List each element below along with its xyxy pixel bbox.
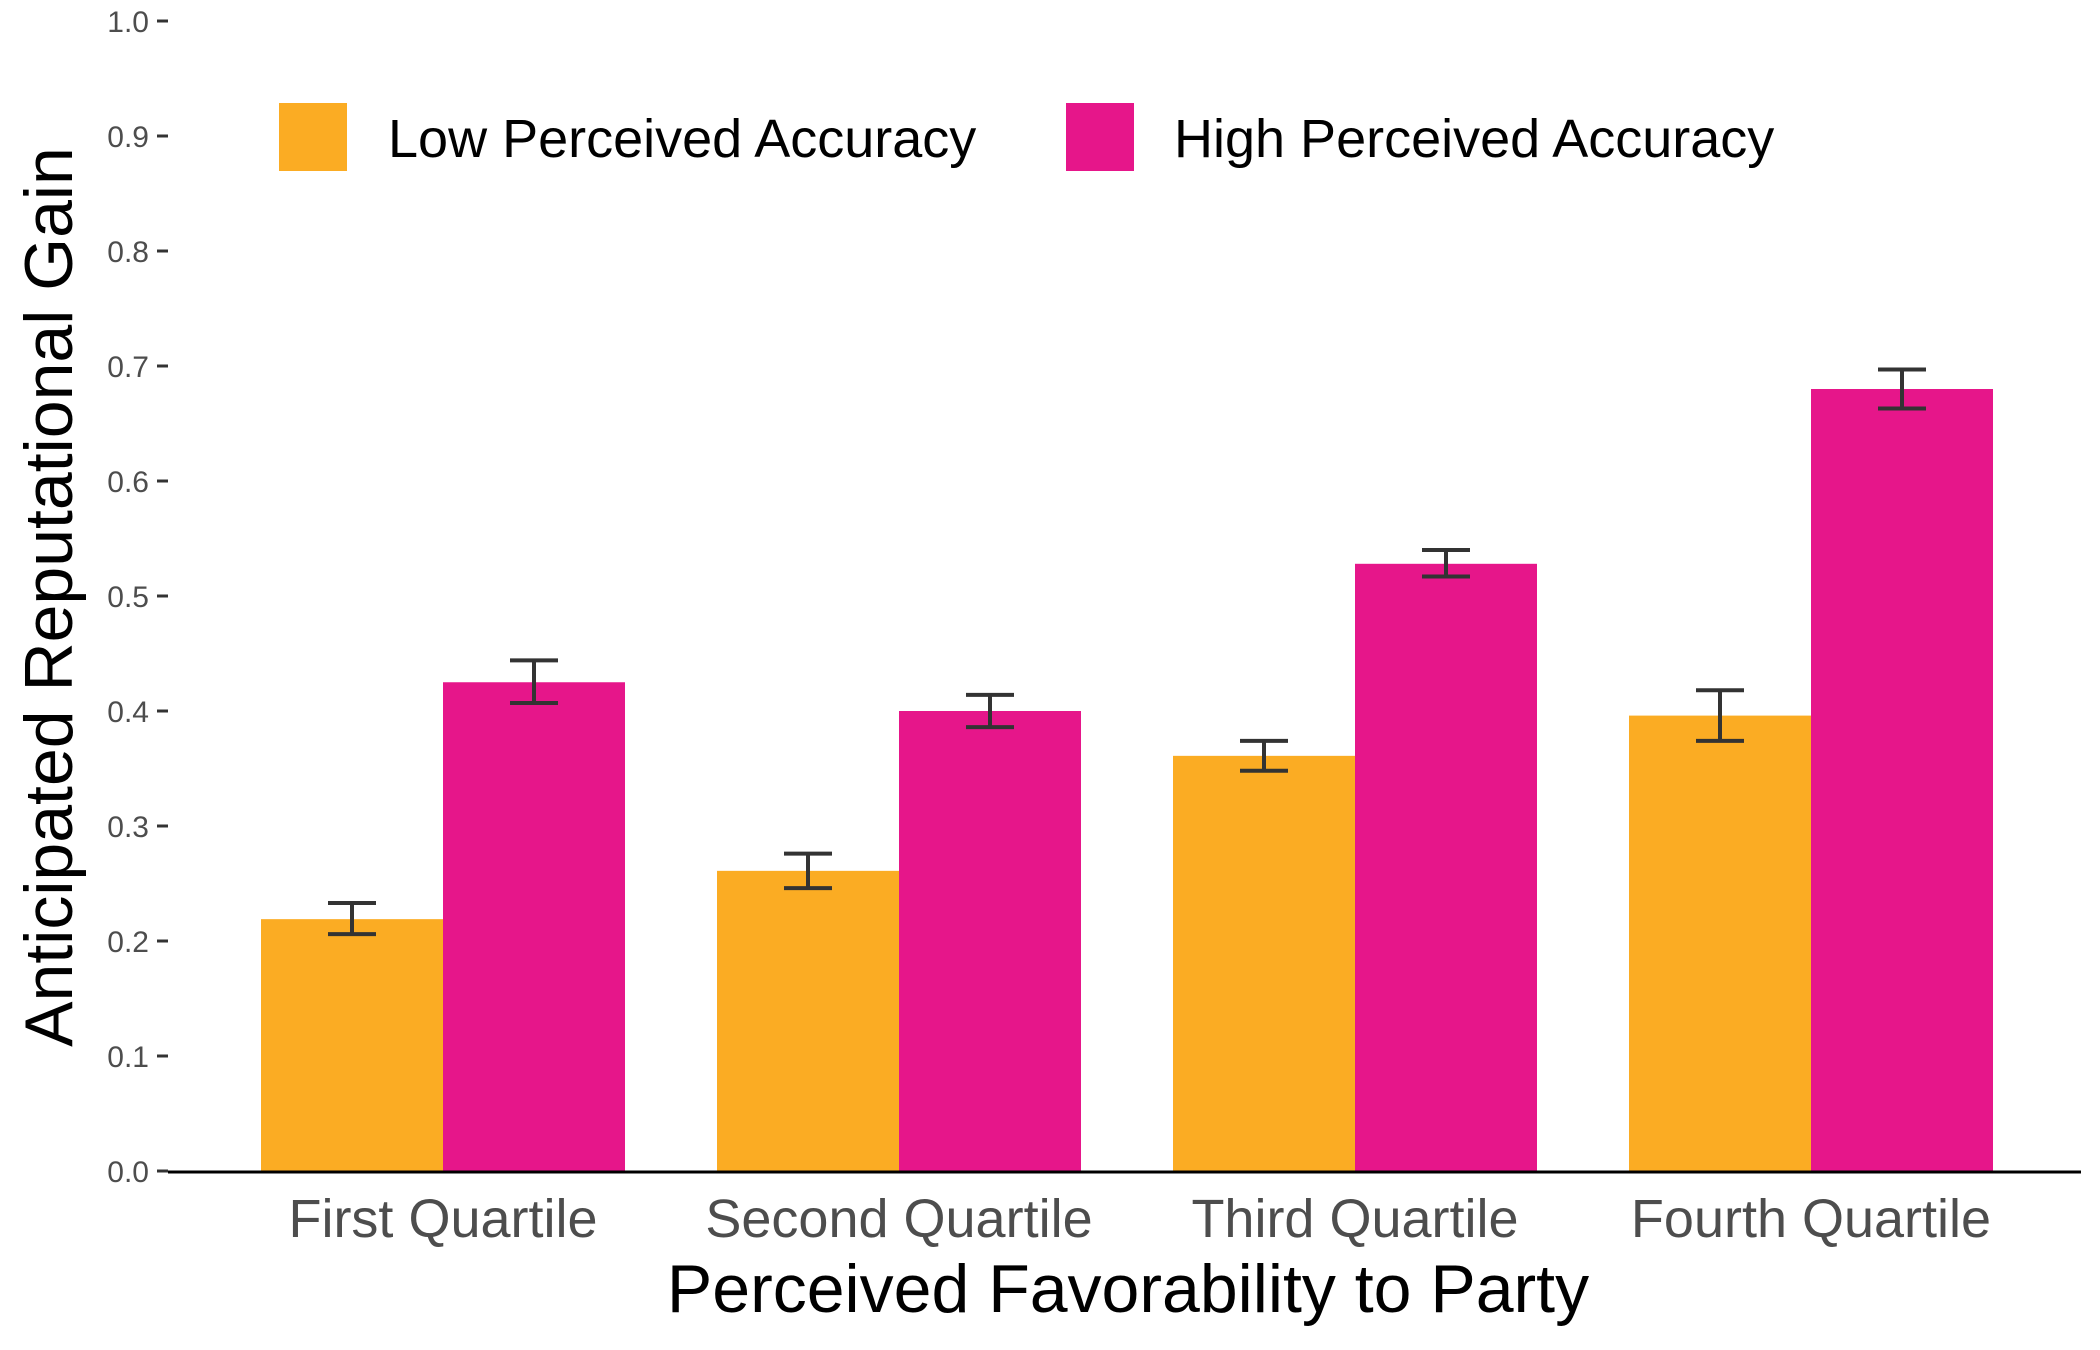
legend-label-low-perceived-accuracy: Low Perceived Accuracy	[388, 109, 976, 169]
y-tick-label: 0.8	[107, 236, 149, 269]
error-bar-fourth-quartile-high-perceived-accuracy	[1878, 367, 1926, 411]
error-bar-second-quartile-high-perceived-accuracy	[966, 692, 1014, 730]
error-bar-third-quartile-high-perceived-accuracy	[1422, 548, 1470, 579]
error-bar-second-quartile-low-perceived-accuracy	[784, 851, 832, 891]
y-tick-label: 0.2	[107, 926, 149, 959]
legend-swatch-low-perceived-accuracy	[279, 103, 347, 171]
y-tick-label: 0.1	[107, 1041, 149, 1074]
error-bar-first-quartile-low-perceived-accuracy	[328, 901, 376, 937]
bar-second-quartile-high-perceived-accuracy	[899, 711, 1081, 1171]
y-tick-label: 0.9	[107, 121, 149, 154]
bar-second-quartile-low-perceived-accuracy	[717, 870, 899, 1171]
x-tick-label-second-quartile: Second Quartile	[705, 1189, 1092, 1249]
bar-third-quartile-high-perceived-accuracy	[1355, 563, 1537, 1171]
legend-swatch-high-perceived-accuracy	[1066, 103, 1134, 171]
error-bar-first-quartile-high-perceived-accuracy	[510, 658, 558, 705]
bar-fourth-quartile-low-perceived-accuracy	[1629, 715, 1811, 1171]
legend: Low Perceived Accuracy High Perceived Ac…	[279, 103, 1774, 171]
y-tick-label: 0.7	[107, 351, 149, 384]
bars	[261, 389, 1993, 1171]
x-tick-label-first-quartile: First Quartile	[288, 1189, 597, 1249]
y-tick-label: 0.4	[107, 696, 149, 729]
bar-fourth-quartile-high-perceived-accuracy	[1811, 389, 1993, 1171]
x-tick-label-third-quartile: Third Quartile	[1191, 1189, 1518, 1249]
legend-label-high-perceived-accuracy: High Perceived Accuracy	[1174, 109, 1774, 169]
y-axis: 0.0 0.1 0.2 0.3 0.4 0.5 0.6 0.7 0.8 0.9 1.0	[107, 6, 168, 1189]
y-tick-label: 0.0	[107, 1156, 149, 1189]
bar-third-quartile-low-perceived-accuracy	[1173, 755, 1355, 1171]
x-axis-title: Perceived Favorability to Party	[667, 1251, 1589, 1327]
y-tick-label: 0.6	[107, 466, 149, 499]
error-bars	[328, 367, 1926, 937]
y-tick-label: 0.3	[107, 811, 149, 844]
error-bar-fourth-quartile-low-perceived-accuracy	[1696, 688, 1744, 743]
x-axis-labels: First Quartile Second Quartile Third Quart…	[288, 1189, 1991, 1249]
bar-first-quartile-high-perceived-accuracy	[443, 682, 625, 1171]
y-tick-label: 0.5	[107, 581, 149, 614]
bar-first-quartile-low-perceived-accuracy	[261, 919, 443, 1171]
error-bar-third-quartile-low-perceived-accuracy	[1240, 738, 1288, 773]
x-tick-label-fourth-quartile: Fourth Quartile	[1631, 1189, 1991, 1249]
y-tick-label: 1.0	[107, 6, 149, 39]
y-axis-title: Anticipated Reputational Gain	[11, 147, 87, 1047]
